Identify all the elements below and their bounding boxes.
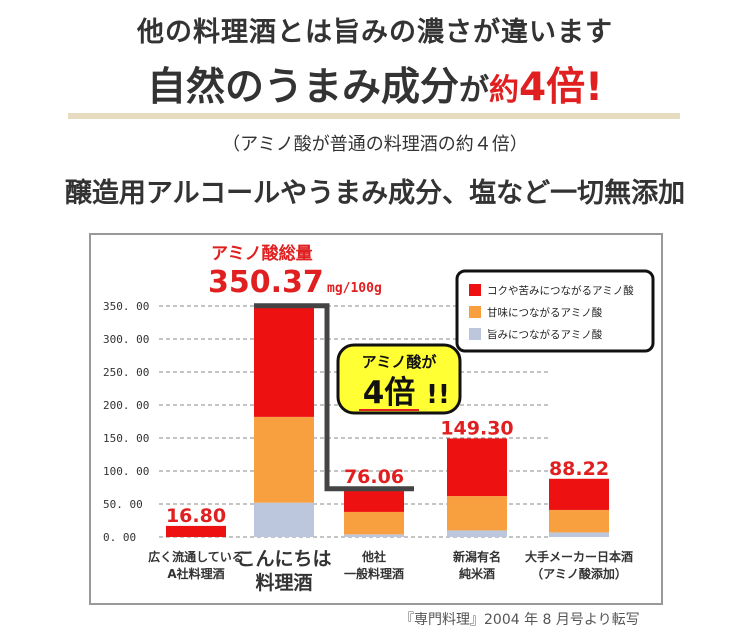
divider — [68, 113, 680, 119]
bar-total-label: 149.30 — [440, 417, 513, 439]
bar-total-label: 76.06 — [344, 466, 404, 488]
x-category-label: こんにちは — [236, 548, 331, 570]
headline-primary: 他の料理酒とは旨みの濃さが違います — [137, 17, 613, 48]
y-tick-label: 350. 00 — [103, 300, 149, 313]
x-category-label: 大手メーカー日本酒 — [525, 549, 633, 564]
legend-box — [455, 269, 655, 353]
bar-segment-umami — [344, 534, 404, 537]
bar-segment-rich — [166, 525, 226, 537]
headline-main-part4: 4倍 — [519, 65, 586, 110]
x-category-label: 純米酒 — [459, 566, 495, 581]
legend-swatch — [469, 284, 481, 296]
total-annotation-unit: mg/100g — [327, 281, 382, 296]
x-category-label: 他社 — [361, 549, 386, 564]
bar-segment-rich — [447, 438, 507, 497]
source-citation: 『専門料理』2004 年 8 月号より転写 — [400, 612, 640, 628]
bar-segment-umami — [549, 532, 609, 537]
bar-segment-umami — [254, 502, 314, 537]
callout-line-2: 4倍 — [363, 375, 416, 411]
headline-main-part2: が — [459, 73, 490, 108]
bar-segment-sweet — [344, 511, 404, 535]
y-tick-label: 150. 00 — [103, 432, 149, 445]
y-tick-label: 0. 00 — [103, 531, 136, 544]
callout-line-1: アミノ酸が — [362, 353, 438, 371]
amino-acid-chart: 350. 00 300. 00 250. 00 200. 00 150. 00 100. … — [103, 243, 655, 594]
y-tick-label: 300. 00 — [103, 333, 149, 346]
bar-segment-sweet — [549, 509, 609, 533]
bar-segment-sweet — [254, 416, 314, 503]
legend-label: コクや苦みにつながるアミノ酸 — [487, 284, 634, 297]
legend-label: 甘味につながるアミノ酸 — [487, 306, 603, 319]
comparison-connector — [254, 303, 414, 492]
y-tick-label: 100. 00 — [103, 465, 149, 478]
x-category-label: 新潟有名 — [453, 549, 501, 564]
bar-segment-rich — [254, 305, 314, 417]
x-category-label: （アミノ酸添加） — [531, 566, 627, 581]
headline-additive-free: 醸造用アルコールやうまみ成分、塩など一切無添加 — [64, 178, 686, 209]
legend-label: 旨みにつながるアミノ酸 — [487, 328, 603, 341]
headline-main-part1: 自然のうまみ成分 — [147, 65, 460, 110]
total-annotation-label: アミノ酸総量 — [211, 243, 313, 264]
legend-swatch — [469, 328, 481, 340]
callout-bubble — [336, 343, 462, 415]
bar-segment-rich — [549, 478, 609, 510]
callout-line-3: !! — [426, 380, 450, 410]
subtitle-note: （アミノ酸が普通の料理酒の約４倍） — [222, 134, 528, 155]
bar-segment-sweet — [447, 496, 507, 531]
bar-segment-umami — [447, 530, 507, 537]
y-tick-label: 250. 00 — [103, 366, 149, 379]
bar-total-label: 88.22 — [549, 458, 609, 480]
bar-total-label: 16.80 — [166, 505, 226, 527]
legend-swatch — [469, 306, 481, 318]
headline-main-part5: ! — [585, 65, 603, 110]
headline-main-part3: 約 — [489, 73, 520, 108]
x-category-label: 一般料理酒 — [344, 566, 404, 581]
chart-panel: 350. 00 300. 00 250. 00 200. 00 150. 00 100. … — [89, 233, 663, 605]
x-category-label: A社料理酒 — [167, 566, 224, 581]
x-category-label: 広く流通している — [148, 549, 244, 564]
y-tick-label: 50. 00 — [103, 498, 143, 511]
y-tick-label: 200. 00 — [103, 399, 149, 412]
headline-main: 自然のうまみ成分が約4倍! — [0, 56, 750, 112]
x-category-label: 料理酒 — [255, 571, 312, 594]
total-annotation-value: 350.37 — [208, 265, 324, 300]
